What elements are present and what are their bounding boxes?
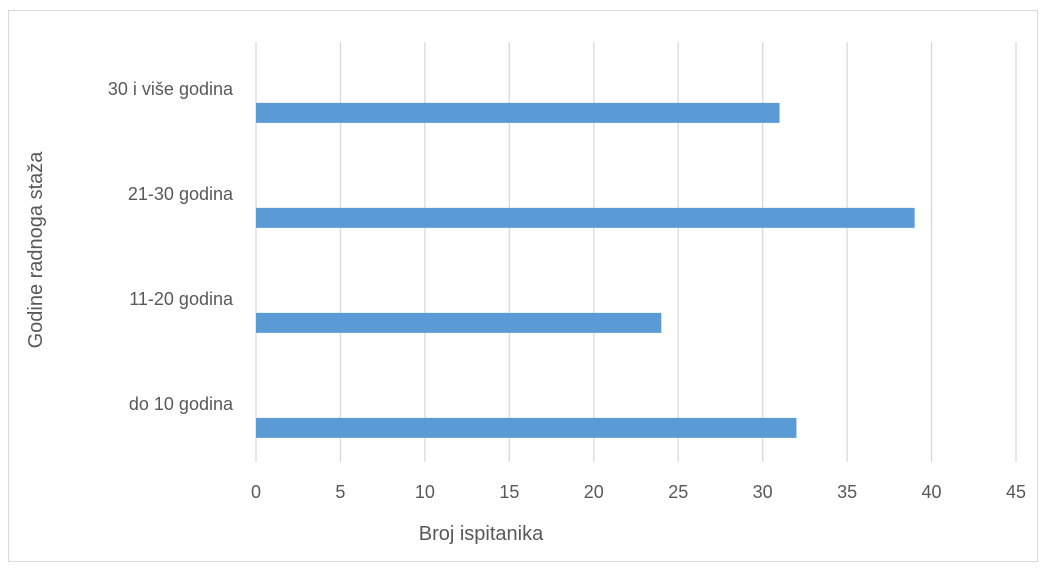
x-tick-label: 35	[837, 482, 857, 502]
x-axis-title: Broj ispitanika	[419, 523, 544, 545]
y-axis-title: Godine radnoga staža	[25, 151, 47, 349]
category-label: 11-20 godina	[129, 289, 234, 309]
bar	[256, 102, 780, 123]
chart-frame	[8, 10, 1038, 562]
x-tick-label: 5	[335, 482, 345, 502]
x-tick-label: 20	[584, 482, 604, 502]
bar	[256, 207, 915, 228]
category-label: do 10 godina	[129, 394, 234, 414]
category-label: 21-30 godina	[128, 184, 234, 204]
x-tick-label: 45	[1006, 482, 1026, 502]
x-tick-labels: 0 5 10 15 20 25 30 35 40 45	[251, 482, 1026, 502]
x-tick-label: 30	[753, 482, 773, 502]
x-tick-label: 40	[922, 482, 942, 502]
x-tick-label: 10	[415, 482, 435, 502]
category-labels: do 10 godina 11-20 godina 21-30 godina 30 i…	[108, 79, 234, 414]
bars	[256, 102, 915, 438]
x-tick-label: 15	[499, 482, 519, 502]
x-tick-label: 25	[668, 482, 688, 502]
bar	[256, 417, 797, 438]
category-label: 30 i više godina	[108, 79, 234, 99]
x-tick-label: 0	[251, 482, 261, 502]
bar	[256, 312, 662, 333]
